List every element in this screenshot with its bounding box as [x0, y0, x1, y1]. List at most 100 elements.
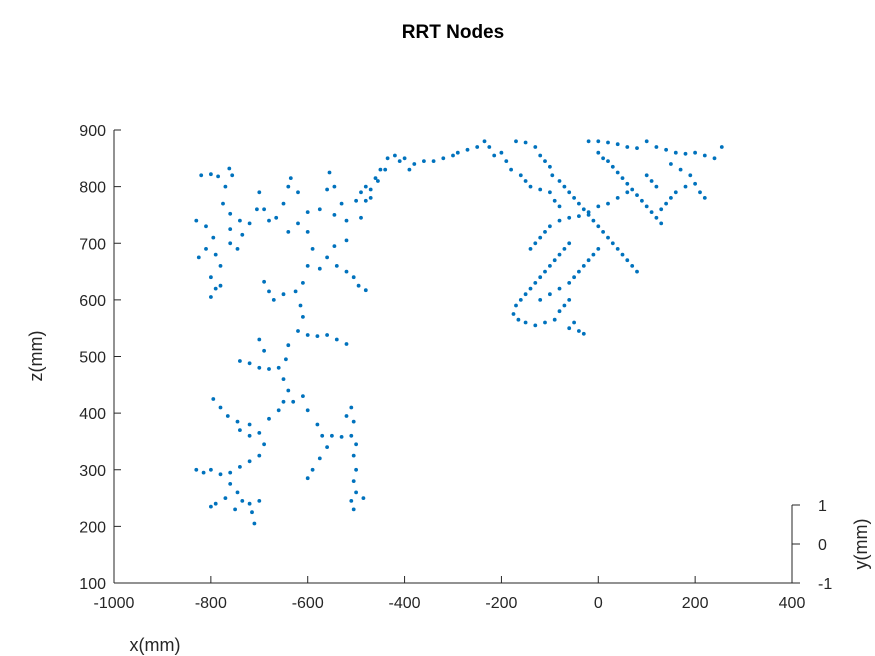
node-point — [702, 196, 707, 200]
node-point — [286, 230, 291, 234]
node-point — [644, 173, 649, 178]
node-point — [557, 204, 562, 209]
node-point — [659, 207, 664, 212]
node-point — [368, 196, 373, 200]
node-point — [267, 416, 271, 421]
node-point — [581, 331, 586, 336]
node-point — [649, 210, 654, 215]
node-point — [548, 164, 552, 169]
x-tick-label: -400 — [389, 595, 421, 612]
node-point — [640, 198, 644, 203]
node-point — [209, 295, 213, 299]
node-point — [327, 170, 332, 175]
node-point — [557, 252, 562, 257]
node-point — [664, 201, 668, 206]
node-point — [586, 258, 591, 263]
node-point — [673, 190, 678, 195]
node-point — [257, 453, 262, 458]
z-tick-label: 300 — [79, 463, 106, 480]
node-point — [305, 333, 310, 337]
node-point — [281, 201, 286, 206]
node-point — [581, 264, 586, 268]
node-point — [330, 433, 334, 438]
node-point — [567, 190, 572, 195]
node-point — [213, 286, 218, 291]
node-point — [373, 176, 378, 181]
node-point — [601, 156, 605, 161]
z-tick-label: 100 — [79, 576, 106, 593]
node-point — [511, 312, 516, 316]
node-point — [712, 156, 717, 161]
node-point — [235, 247, 240, 251]
node-point — [223, 496, 228, 500]
node-point — [204, 247, 208, 251]
node-point — [669, 196, 673, 200]
node-points — [194, 139, 724, 526]
node-point — [572, 196, 576, 200]
node-point — [250, 510, 254, 515]
node-point — [543, 269, 547, 274]
node-point — [528, 247, 533, 251]
node-point — [344, 342, 349, 346]
node-point — [533, 145, 538, 149]
node-point — [281, 399, 286, 404]
node-point — [620, 252, 625, 257]
z-tick-label: 400 — [79, 406, 106, 423]
node-point — [291, 399, 296, 404]
node-point — [635, 193, 639, 198]
node-point — [475, 145, 480, 149]
node-point — [644, 204, 649, 209]
node-point — [606, 201, 610, 206]
node-point — [698, 190, 702, 195]
node-point — [683, 151, 688, 156]
node-point — [238, 218, 242, 223]
node-point — [562, 247, 567, 251]
node-point — [238, 428, 242, 432]
node-point — [325, 333, 329, 337]
node-point — [557, 218, 562, 223]
node-point — [286, 184, 291, 189]
node-point — [606, 235, 610, 240]
node-point — [221, 201, 225, 206]
x-tick-label: -800 — [195, 595, 227, 612]
node-point — [586, 139, 591, 144]
node-point — [630, 264, 635, 268]
chart-title: RRT Nodes — [402, 22, 504, 43]
node-point — [225, 414, 230, 418]
node-point — [538, 187, 543, 192]
node-point — [533, 241, 538, 246]
node-point — [688, 173, 693, 178]
node-point — [201, 470, 206, 475]
node-point — [334, 264, 339, 268]
node-point — [543, 159, 547, 164]
node-point — [255, 207, 259, 212]
node-point — [257, 499, 262, 503]
x-tick-label: 200 — [682, 595, 709, 612]
node-point — [293, 289, 298, 294]
node-point — [586, 213, 591, 217]
node-point — [218, 264, 223, 268]
node-point — [669, 162, 673, 166]
node-point — [615, 247, 620, 251]
node-point — [228, 241, 233, 246]
node-point — [393, 153, 397, 158]
node-point — [194, 218, 199, 223]
node-point — [262, 279, 266, 284]
node-point — [296, 329, 300, 333]
node-point — [596, 247, 601, 251]
node-point — [199, 173, 204, 178]
node-point — [298, 303, 303, 308]
node-point — [577, 214, 581, 219]
node-point — [552, 317, 557, 322]
z-tick-label: 200 — [79, 519, 106, 536]
node-point — [354, 442, 358, 447]
node-point — [267, 367, 271, 371]
node-point — [247, 361, 252, 366]
node-point — [591, 252, 596, 257]
node-point — [317, 266, 322, 271]
node-point — [518, 173, 523, 178]
node-point — [572, 275, 576, 280]
node-point — [271, 298, 276, 302]
node-point — [514, 139, 518, 144]
node-point — [451, 153, 455, 158]
